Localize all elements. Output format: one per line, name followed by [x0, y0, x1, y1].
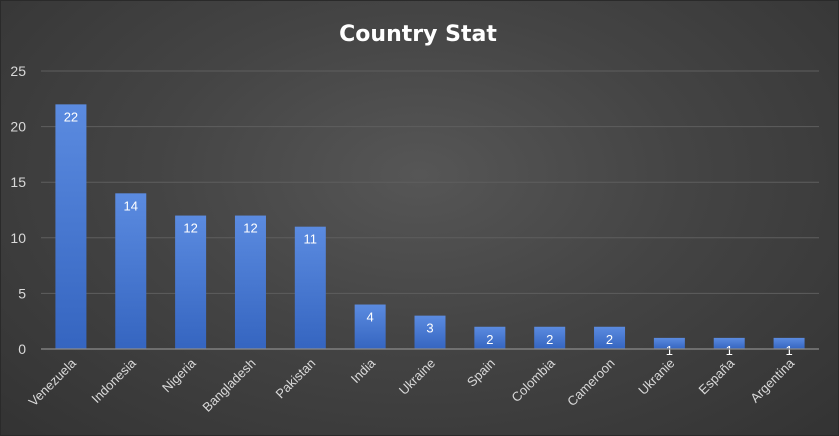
x-tick-label: Cameroon	[564, 356, 618, 410]
data-label: 2	[606, 332, 613, 347]
bar-cameroon	[594, 326, 626, 349]
data-label: 11	[304, 232, 318, 247]
x-axis-labels: Venezuela Indonesia Nigeria Bangladesh Pakis…	[25, 355, 797, 415]
data-label: 1	[726, 343, 733, 358]
data-label: 12	[183, 221, 197, 236]
x-tick-label: Colombia	[508, 355, 558, 405]
bar-españa	[713, 337, 745, 349]
x-tick-label: Nigeria	[159, 355, 199, 395]
bar-nigeria	[175, 215, 207, 349]
data-label: 12	[243, 221, 257, 236]
data-label: 4	[367, 310, 374, 325]
x-tick-label: Spain	[464, 356, 498, 390]
x-tick-label: Bangladesh	[199, 356, 258, 415]
data-label: 1	[785, 343, 792, 358]
data-label: 22	[64, 109, 78, 124]
x-tick-label: Argentina	[747, 355, 798, 406]
bar-venezuela	[55, 104, 87, 349]
data-label: 2	[486, 332, 493, 347]
y-axis-ticks: 0 5 10 15 20 25	[10, 63, 26, 357]
bar-india	[354, 304, 386, 349]
bar-ukranie	[653, 337, 685, 349]
x-tick-label: España	[696, 355, 738, 397]
data-label: 3	[426, 321, 433, 336]
x-tick-label: Indonesia	[88, 355, 139, 406]
y-tick-label: 20	[10, 119, 26, 135]
data-label: 2	[546, 332, 553, 347]
x-tick-label: Ukraine	[396, 356, 438, 398]
bar-ukraine	[414, 315, 446, 349]
bar-argentina	[773, 337, 805, 349]
x-tick-label: Venezuela	[25, 355, 79, 409]
data-label: 14	[124, 198, 138, 213]
bar-pakistan	[294, 226, 326, 349]
gridlines	[41, 70, 819, 294]
x-tick-label: India	[348, 355, 379, 386]
bar-spain	[474, 326, 506, 349]
y-tick-label: 10	[10, 230, 26, 246]
bar-colombia	[534, 326, 566, 349]
y-tick-label: 0	[18, 341, 26, 357]
y-tick-label: 5	[18, 285, 26, 301]
bar-bangladesh	[234, 215, 266, 349]
bar-indonesia	[115, 193, 147, 349]
chart-title: Country Stat	[339, 22, 497, 47]
data-label: 1	[666, 343, 673, 358]
x-tick-label: Ukranie	[635, 356, 677, 398]
x-tick-label: Pakistan	[273, 356, 319, 402]
y-tick-label: 25	[10, 63, 26, 79]
y-tick-label: 15	[10, 174, 26, 190]
